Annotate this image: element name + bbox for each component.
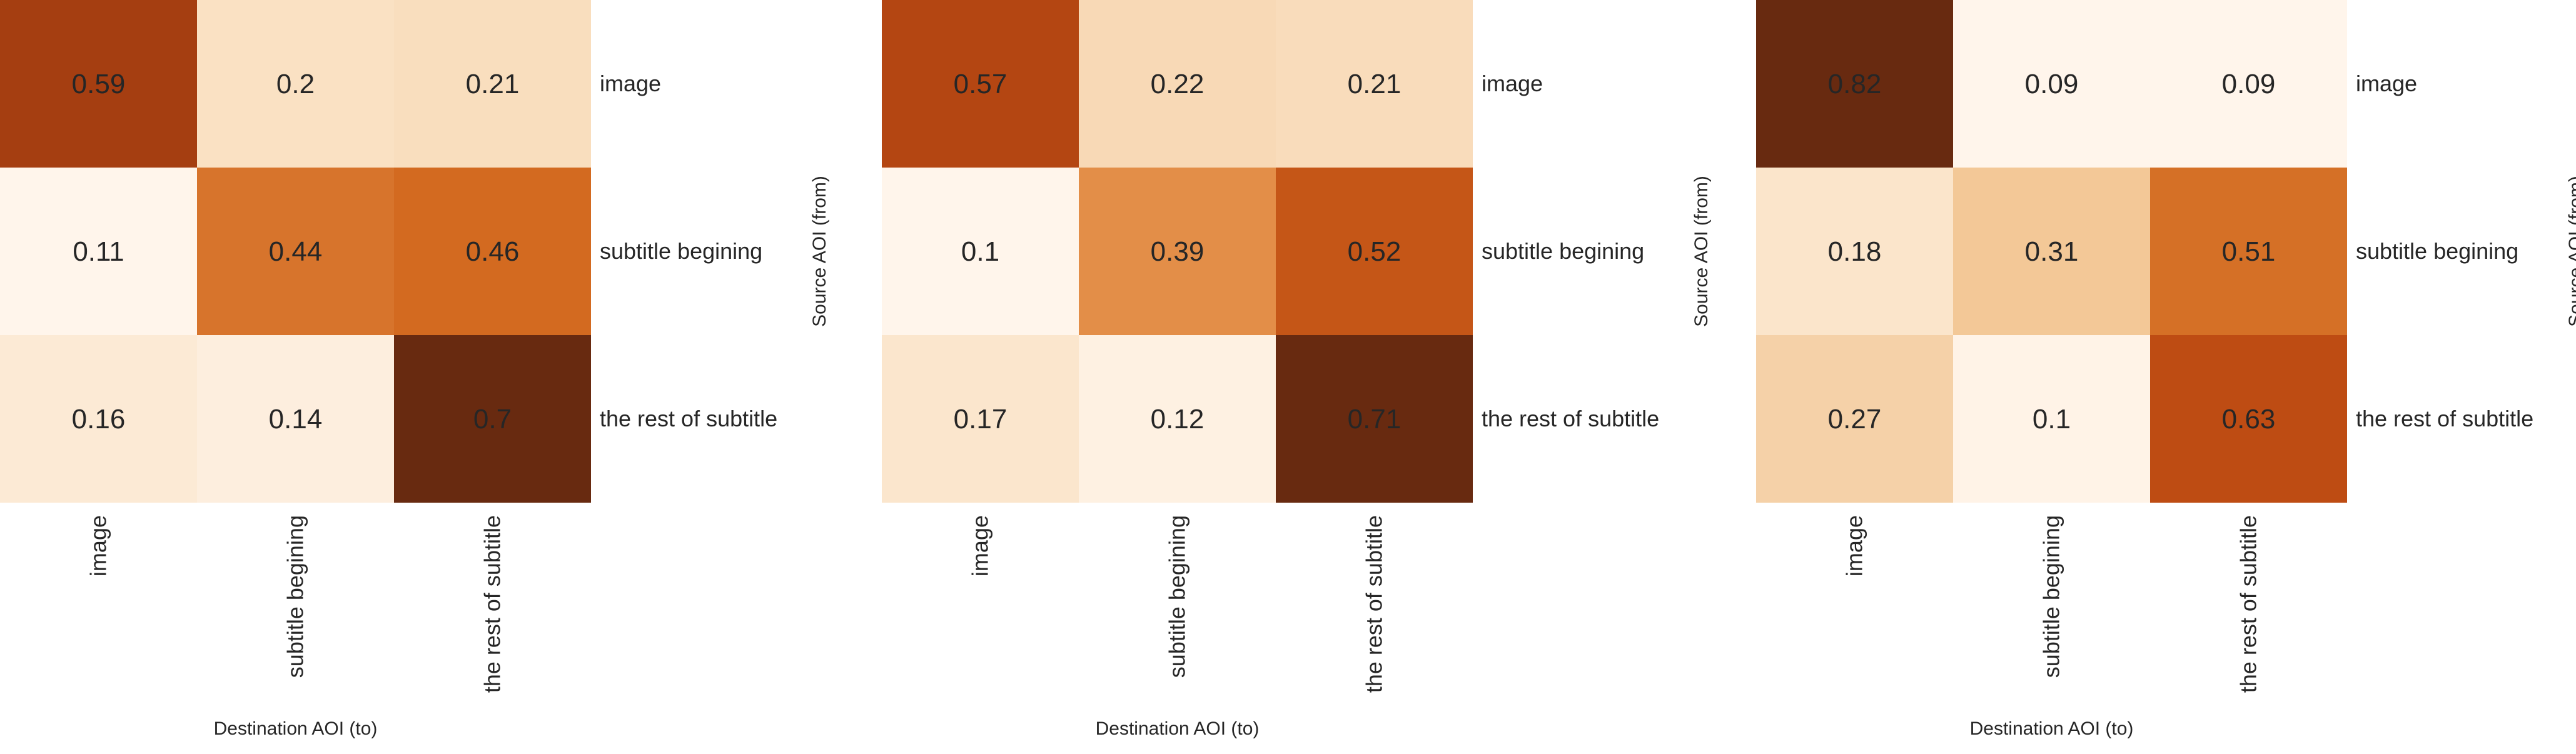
heatmap-cell bbox=[1079, 0, 1276, 168]
column-tick-label: image bbox=[86, 515, 111, 576]
cell-value-label: 0.57 bbox=[954, 69, 1008, 99]
cell-value-label: 0.17 bbox=[954, 404, 1008, 435]
x-axis-title: Destination AOI (to) bbox=[214, 718, 378, 739]
x-axis-title: Destination AOI (to) bbox=[1096, 718, 1260, 739]
heatmap-cell bbox=[0, 335, 197, 503]
heatmap-panel-2: 0.57 0.22 0.21 0.1 0.39 0.52 0.17 0.12 0.71 image… bbox=[882, 0, 1712, 739]
heatmap-cell bbox=[882, 0, 1079, 168]
heatmap-cell bbox=[394, 0, 591, 168]
row-tick-label: the rest of subtitle bbox=[600, 406, 777, 431]
cell-value-label: 0.44 bbox=[269, 236, 323, 267]
heatmap-cell bbox=[1756, 0, 1953, 168]
heatmap-cell bbox=[394, 335, 591, 503]
cell-value-label: 0.2 bbox=[276, 69, 315, 99]
heatmap-panel-3: 0.82 0.09 0.09 0.18 0.31 0.51 0.27 0.1 0.63 image… bbox=[1756, 0, 2576, 739]
heatmap-cell bbox=[0, 0, 197, 168]
heatmap-cell bbox=[197, 0, 394, 168]
cell-value-label: 0.11 bbox=[73, 236, 124, 267]
cell-value-label: 0.82 bbox=[1828, 69, 1882, 99]
cell-value-label: 0.21 bbox=[466, 69, 520, 99]
cell-value-label: 0.09 bbox=[2222, 69, 2276, 99]
cell-value-label: 0.51 bbox=[2222, 236, 2276, 267]
row-tick-label: subtitle begining bbox=[2356, 238, 2518, 264]
cell-value-label: 0.21 bbox=[1348, 69, 1402, 99]
cell-value-label: 0.27 bbox=[1828, 404, 1882, 435]
cell-value-label: 0.46 bbox=[466, 236, 520, 267]
cell-value-label: 0.63 bbox=[2222, 404, 2276, 435]
heatmap-cell bbox=[1756, 335, 1953, 503]
column-tick-label: subtitle begining bbox=[1164, 515, 1190, 678]
heatmap-cell bbox=[2150, 168, 2347, 335]
column-tick-label: the rest of subtitle bbox=[1361, 515, 1387, 693]
heatmap-panel-1: 0.59 0.2 0.21 0.11 0.44 0.46 0.16 0.14 0.7 image s… bbox=[0, 0, 830, 739]
heatmap-cell bbox=[1953, 335, 2150, 503]
row-tick-label: image bbox=[1482, 71, 1543, 96]
y-axis-title: Source AOI (from) bbox=[2565, 176, 2576, 327]
heatmap-cell bbox=[0, 168, 197, 335]
heatmap-cell bbox=[1756, 168, 1953, 335]
row-tick-label: the rest of subtitle bbox=[2356, 406, 2533, 431]
heatmap-cell bbox=[1953, 0, 2150, 168]
row-tick-label: subtitle begining bbox=[1482, 238, 1644, 264]
cell-value-label: 0.12 bbox=[1151, 404, 1205, 435]
cell-value-label: 0.22 bbox=[1151, 69, 1205, 99]
heatmap-cell bbox=[197, 335, 394, 503]
x-axis-title: Destination AOI (to) bbox=[1970, 718, 2134, 739]
y-axis-title: Source AOI (from) bbox=[1691, 176, 1712, 327]
column-tick-label: image bbox=[1842, 515, 1867, 576]
heatmap-cell bbox=[1276, 335, 1473, 503]
row-tick-label: subtitle begining bbox=[600, 238, 762, 264]
column-tick-label: subtitle begining bbox=[283, 515, 308, 678]
heatmap-cell bbox=[1079, 335, 1276, 503]
heatmap-cell bbox=[2150, 0, 2347, 168]
cell-value-label: 0.1 bbox=[961, 236, 999, 267]
column-tick-label: the rest of subtitle bbox=[2236, 515, 2261, 693]
heatmap-cell bbox=[1953, 168, 2150, 335]
heatmap-cell bbox=[882, 335, 1079, 503]
cell-value-label: 0.18 bbox=[1828, 236, 1882, 267]
row-tick-label: image bbox=[2356, 71, 2417, 96]
row-tick-label: the rest of subtitle bbox=[1482, 406, 1659, 431]
column-tick-label: the rest of subtitle bbox=[480, 515, 505, 693]
cell-value-label: 0.1 bbox=[2033, 404, 2071, 435]
heatmap-cell bbox=[1276, 168, 1473, 335]
cell-value-label: 0.7 bbox=[473, 404, 512, 435]
column-tick-label: image bbox=[967, 515, 993, 576]
cell-value-label: 0.71 bbox=[1348, 404, 1402, 435]
heatmap-cell bbox=[882, 168, 1079, 335]
heatmap-cell bbox=[394, 168, 591, 335]
heatmap-cell bbox=[197, 168, 394, 335]
cell-value-label: 0.14 bbox=[269, 404, 323, 435]
heatmap-cell bbox=[2150, 335, 2347, 503]
heatmap-cell bbox=[1276, 0, 1473, 168]
y-axis-title: Source AOI (from) bbox=[809, 176, 830, 327]
cell-value-label: 0.39 bbox=[1151, 236, 1205, 267]
cell-value-label: 0.16 bbox=[72, 404, 126, 435]
cell-value-label: 0.59 bbox=[72, 69, 126, 99]
row-tick-label: image bbox=[600, 71, 661, 96]
heatmap-cell bbox=[1079, 168, 1276, 335]
cell-value-label: 0.31 bbox=[2025, 236, 2079, 267]
column-tick-label: subtitle begining bbox=[2039, 515, 2064, 678]
cell-value-label: 0.52 bbox=[1348, 236, 1402, 267]
cell-value-label: 0.09 bbox=[2025, 69, 2079, 99]
